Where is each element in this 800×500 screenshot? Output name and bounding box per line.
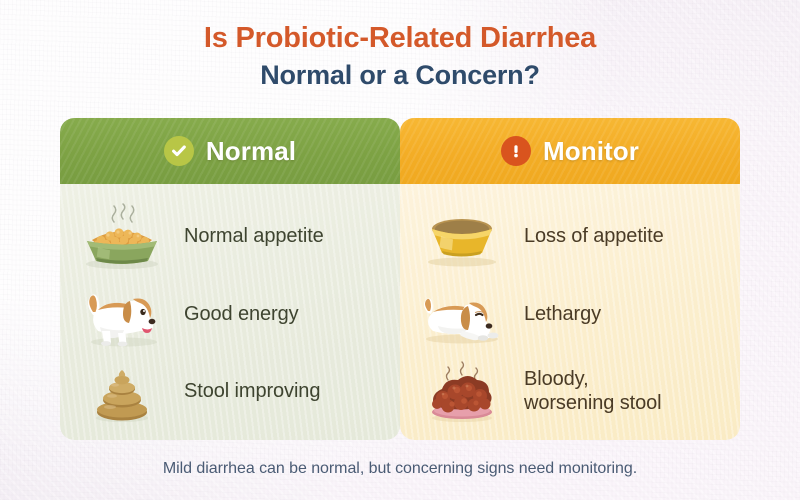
list-item-label: Bloody, worsening stool bbox=[524, 367, 662, 415]
dog-bowl-empty-icon bbox=[414, 202, 510, 272]
stool-bloody-icon bbox=[414, 356, 510, 426]
stool-normal-icon bbox=[74, 356, 170, 426]
panel-normal-header: Normal bbox=[60, 118, 400, 184]
title-line-1: Is Probiotic-Related Diarrhea bbox=[203, 22, 597, 54]
list-item: Good energy bbox=[74, 277, 384, 351]
list-item: Bloody, worsening stool bbox=[414, 354, 724, 428]
list-item: Stool improving bbox=[74, 354, 384, 428]
list-item-label: Loss of appetite bbox=[524, 225, 664, 248]
list-item: Normal appetite bbox=[74, 200, 384, 274]
panel-normal-body: Normal appetite bbox=[60, 184, 400, 440]
panel-normal: Normal bbox=[60, 118, 400, 440]
puppy-lying-icon bbox=[414, 279, 510, 349]
panel-monitor-body: Loss of appetite bbox=[400, 184, 740, 440]
list-item-label: Lethargy bbox=[524, 302, 602, 325]
page-title: Is Probiotic-Related Diarrhea Normal or … bbox=[0, 20, 800, 94]
check-circle-icon bbox=[163, 136, 194, 166]
list-item-label: Normal appetite bbox=[184, 225, 324, 248]
list-item-label: Stool improving bbox=[184, 380, 321, 403]
title-line-2: Normal or a Concern? bbox=[260, 60, 540, 91]
puppy-standing-icon bbox=[74, 279, 170, 349]
dog-bowl-full-icon bbox=[74, 202, 170, 272]
footer-note: Mild diarrhea can be normal, but concern… bbox=[162, 460, 638, 477]
panel-monitor-title: Monitor bbox=[542, 135, 639, 166]
panel-normal-title: Normal bbox=[205, 135, 297, 166]
list-item: Lethargy bbox=[414, 277, 724, 351]
list-item: Loss of appetite bbox=[414, 200, 724, 274]
alert-circle-icon bbox=[500, 136, 531, 166]
panel-monitor-header: Monitor bbox=[400, 118, 740, 184]
list-item-label: Good energy bbox=[184, 302, 299, 325]
panel-monitor: Monitor Loss of appetite bbox=[400, 118, 740, 440]
